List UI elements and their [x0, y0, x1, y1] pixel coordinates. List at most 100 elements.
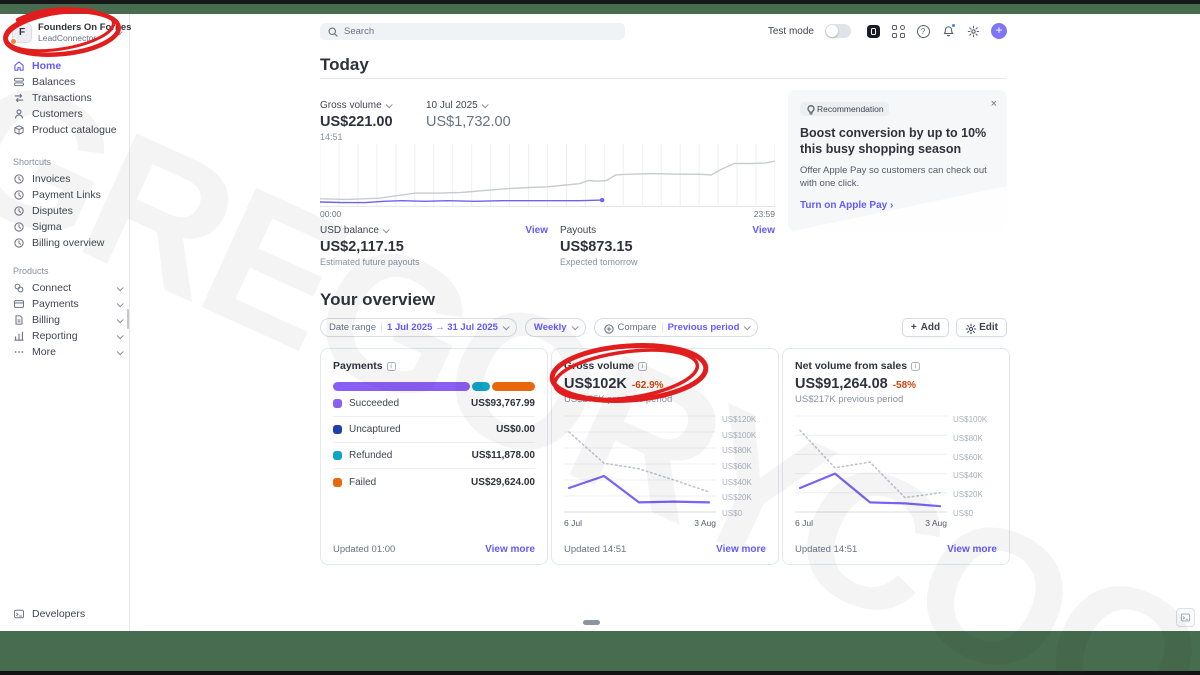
- test-mode-label: Test mode: [767, 25, 814, 37]
- gross-volume-card-title: Gross volume i: [564, 360, 766, 372]
- button-label: Add: [920, 322, 941, 333]
- y-axis-labels: US$100K US$80K US$60K US$40K US$20K US$0: [953, 415, 988, 518]
- gross-volume-view-more-link[interactable]: View more: [716, 544, 766, 555]
- sidebar-item-customers[interactable]: Customers: [0, 106, 130, 122]
- net-volume-view-more-link[interactable]: View more: [947, 544, 997, 555]
- sidebar-item-label: Sigma: [32, 221, 62, 233]
- net-volume-card: Net volume from sales i US$91,264.08 -58%…: [782, 348, 1010, 565]
- lightbulb-icon: [805, 104, 815, 115]
- sidebar-item-payment-links[interactable]: Payment Links: [0, 187, 130, 203]
- filter-value: Previous period: [667, 322, 740, 333]
- payments-view-more-link[interactable]: View more: [485, 544, 535, 555]
- usd-balance-selector[interactable]: USD balance: [320, 225, 390, 236]
- device-icon[interactable]: [866, 24, 880, 38]
- legend-swatch: [333, 451, 342, 460]
- search-input[interactable]: [344, 26, 618, 37]
- card-title-text: Gross volume: [564, 360, 635, 372]
- metric-label-text: Payouts: [560, 225, 597, 236]
- edit-button[interactable]: Edit: [956, 318, 1007, 337]
- compare-filter[interactable]: Compare Previous period: [593, 318, 759, 337]
- avatar-letter: F: [18, 27, 26, 38]
- date-range-filter[interactable]: Date range 1 Jul 2025 → 31 Jul 2025: [320, 318, 517, 337]
- sidebar-item-label: Billing: [32, 314, 61, 326]
- bar-segment-refunded: [472, 382, 490, 391]
- create-plus-button[interactable]: +: [991, 23, 1007, 39]
- shortcuts-group-title: Shortcuts: [13, 157, 52, 167]
- sidebar-item-home[interactable]: Home: [0, 58, 130, 74]
- settings-gear-icon[interactable]: [966, 24, 980, 38]
- sidebar-item-more[interactable]: More: [0, 344, 130, 360]
- usd-balance-view-link[interactable]: View: [525, 225, 548, 236]
- payouts-block: Payouts View US$873.15 Expected tomorrow: [560, 225, 775, 267]
- legend-amount: US$0.00: [496, 424, 535, 435]
- chevron-down-icon: [744, 323, 752, 331]
- notifications-bell-icon[interactable]: [941, 23, 956, 38]
- horizontal-scrollbar[interactable]: [583, 620, 600, 625]
- floating-terminal-button[interactable]: [1176, 608, 1195, 627]
- sidebar-item-disputes[interactable]: Disputes: [0, 203, 130, 219]
- test-mode-toggle[interactable]: [825, 24, 851, 38]
- sidebar-item-developers[interactable]: Developers: [0, 606, 130, 622]
- sidebar-item-product-catalogue[interactable]: Product catalogue: [0, 122, 130, 138]
- chevron-down-icon: [116, 299, 124, 307]
- clock-icon: [13, 237, 25, 249]
- sidebar-item-invoices[interactable]: Invoices: [0, 171, 130, 187]
- sidebar-item-label: Customers: [32, 108, 83, 120]
- add-button[interactable]: + Add: [901, 318, 950, 337]
- legend-amount: US$11,878.00: [471, 450, 535, 461]
- turn-on-apple-pay-link[interactable]: Turn on Apple Pay ›: [800, 200, 995, 211]
- main-content: Test mode ? + Today Gross volume: [130, 14, 1200, 631]
- sidebar-item-balances[interactable]: Balances: [0, 74, 130, 90]
- sidebar-scrollbar[interactable]: [127, 309, 129, 329]
- gross-volume-time: 14:51: [320, 132, 343, 142]
- gross-volume-selector[interactable]: Gross volume: [320, 100, 393, 111]
- more-dots-icon: [13, 346, 25, 358]
- close-icon[interactable]: ×: [990, 98, 997, 110]
- sidebar-item-billing[interactable]: Billing: [0, 312, 130, 328]
- stripe-dashboard: F Founders On Forbes LeadConnector Home …: [0, 14, 1200, 631]
- sidebar-item-reporting[interactable]: Reporting: [0, 328, 130, 344]
- sidebar-item-label: Reporting: [32, 330, 78, 342]
- billing-icon: [13, 314, 25, 326]
- comparison-date-selector[interactable]: 10 Jul 2025: [426, 100, 511, 111]
- chevron-right-icon: ›: [890, 200, 894, 212]
- recommendation-badge: Recommendation: [800, 101, 889, 116]
- sidebar-item-label: Billing overview: [32, 237, 105, 249]
- sidebar-item-connect[interactable]: Connect: [0, 280, 130, 296]
- help-icon[interactable]: ?: [916, 24, 930, 38]
- sidebar-item-label: Product catalogue: [32, 124, 117, 136]
- chevron-down-icon: [385, 101, 393, 109]
- sidebar-item-payments[interactable]: Payments: [0, 296, 130, 312]
- x-axis-end-label: 23:59: [753, 209, 775, 219]
- payments-card-title: Payments i: [333, 360, 535, 372]
- clock-icon: [13, 221, 25, 233]
- terminal-icon: [13, 608, 25, 620]
- filter-value: 1 Jul 2025 → 31 Jul 2025: [387, 322, 498, 333]
- chevron-down-icon: [116, 331, 124, 339]
- sidebar-item-billing-overview[interactable]: Billing overview: [0, 235, 130, 251]
- granularity-filter[interactable]: Weekly: [524, 318, 586, 337]
- divider: [320, 78, 1007, 79]
- payouts-view-link[interactable]: View: [752, 225, 775, 236]
- org-badge-icon: [10, 37, 17, 45]
- filter-label: Date range: [329, 322, 377, 333]
- info-icon: i: [638, 361, 648, 371]
- sidebar-item-label: Transactions: [32, 92, 92, 104]
- clock-icon: [13, 205, 25, 217]
- sidebar-item-label: Balances: [32, 76, 76, 88]
- legend-label: Succeeded: [349, 398, 400, 409]
- search-bar[interactable]: [320, 23, 625, 40]
- net-volume-prev: US$217K previous period: [795, 394, 904, 405]
- transactions-icon: [13, 92, 25, 104]
- gross-volume-card-value: US$102K: [564, 376, 627, 392]
- sidebar-item-transactions[interactable]: Transactions: [0, 90, 130, 106]
- account-switcher[interactable]: F Founders On Forbes LeadConnector: [0, 14, 131, 45]
- gross-volume-metric: Gross volume US$221.00 14:51: [320, 100, 393, 142]
- payments-stacked-bar: [333, 382, 535, 391]
- sidebar-item-sigma[interactable]: Sigma: [0, 219, 130, 235]
- filter-label: Compare: [617, 322, 657, 333]
- apps-grid-icon[interactable]: [891, 24, 905, 38]
- customers-icon: [13, 108, 25, 120]
- net-volume-card-value: US$91,264.08: [795, 376, 888, 392]
